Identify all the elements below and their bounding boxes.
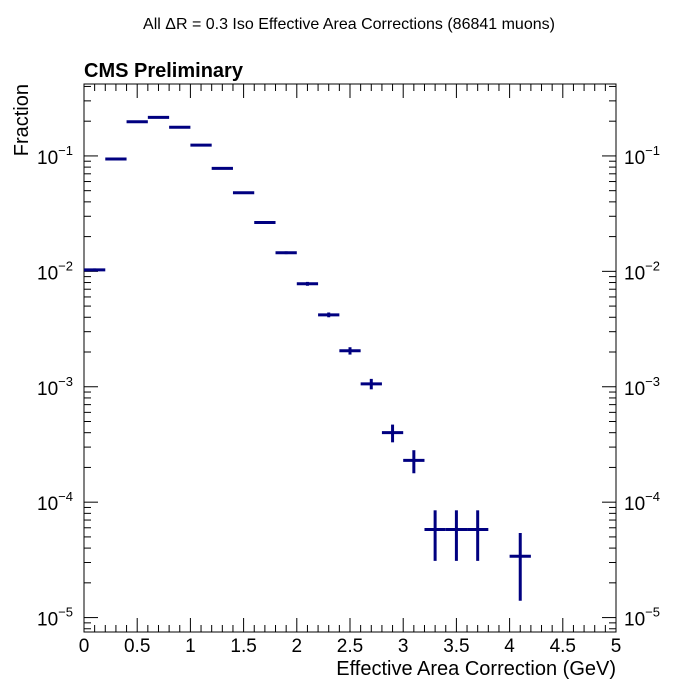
data-point [254,220,276,224]
data-point [360,378,382,390]
plot-frame [83,83,617,633]
data-point [275,251,297,255]
x-tick-label: 4 [504,636,515,657]
y-tick-label: 10−2 [624,258,660,284]
x-tick-label: 5 [611,636,622,657]
data-points [84,115,531,601]
y-ticks [84,85,616,630]
x-tick-label: 3 [398,636,409,657]
y-tick-label: 10−4 [624,489,660,515]
y-tick-label: 10−3 [37,374,73,400]
data-point [232,191,255,195]
y-axis-label: Fraction [11,84,33,156]
data-point [318,312,340,318]
data-point [339,347,361,355]
data-point [403,450,425,474]
data-point [147,115,170,119]
data-point [84,268,106,272]
data-point [190,143,212,147]
x-tick-label: 0.5 [124,636,150,657]
y-tick-label: 10−5 [37,605,73,631]
chart-title: All ΔR = 0.3 Iso Effective Area Correcti… [143,16,555,33]
data-point [296,281,319,286]
y-tick-label: 10−3 [624,374,660,400]
data-point [169,125,191,129]
data-point [105,157,127,161]
y-tick-label: 10−2 [37,258,73,284]
y-tick-label: 10−1 [37,143,73,169]
data-point [211,166,233,170]
x-tick-labels: 0 0.5 1 1.5 2 2.5 3 3.5 4 4.5 5 [79,636,622,657]
y-tick-labels-right: 10−1 10−2 10−3 10−4 10−5 [624,143,660,631]
x-tick-label: 1.5 [230,636,256,657]
x-tick-label: 2.5 [337,636,363,657]
data-point [381,424,404,443]
cms-label: CMS Preliminary [84,60,244,82]
y-tick-label: 10−4 [37,489,73,515]
x-axis-label: Effective Area Correction (GeV) [336,658,616,680]
data-point [424,510,446,561]
data-point [445,510,468,561]
y-tick-label: 10−5 [624,605,660,631]
data-point [126,120,148,124]
data-point [467,510,489,561]
x-tick-label: 3.5 [443,636,469,657]
x-tick-label: 1 [185,636,196,657]
x-tick-label: 4.5 [550,636,576,657]
data-point [509,533,531,601]
y-tick-labels-left: 10−1 10−2 10−3 10−4 10−5 [37,143,73,631]
x-tick-label: 2 [292,636,303,657]
x-ticks [83,84,617,632]
x-tick-label: 0 [79,636,90,657]
y-tick-label: 10−1 [624,143,660,169]
